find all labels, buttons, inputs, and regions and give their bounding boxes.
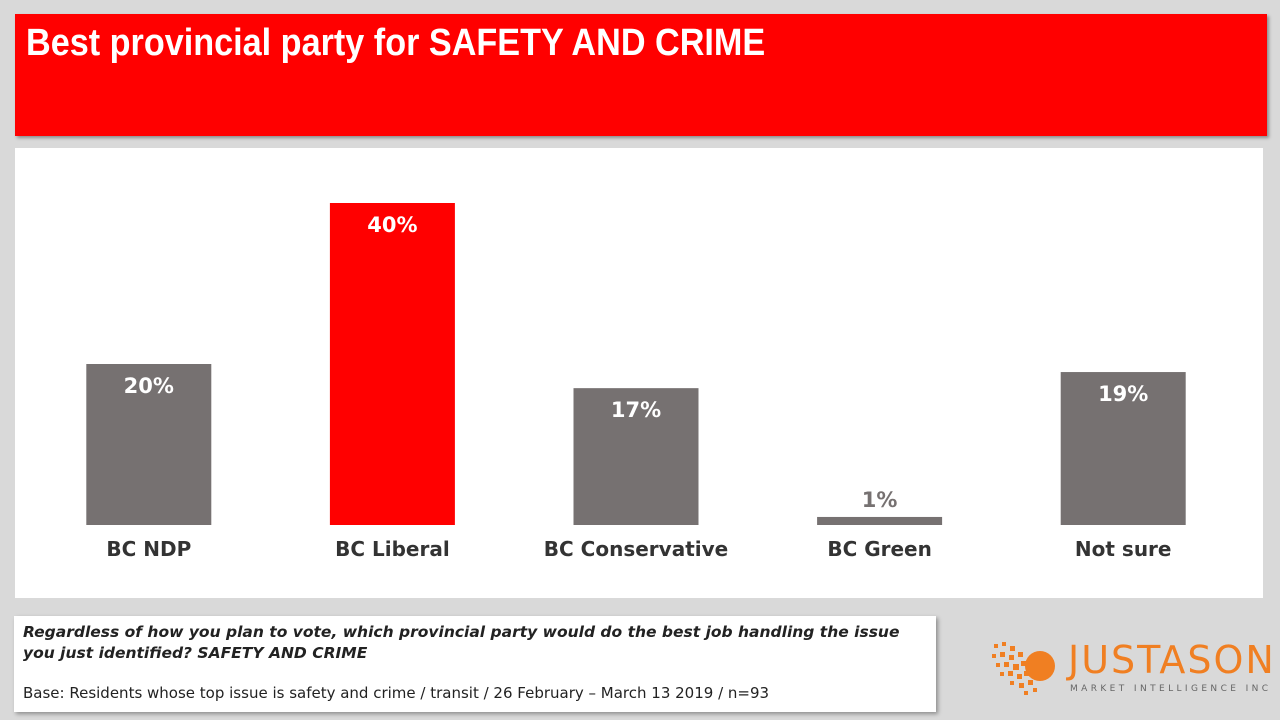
data-label: 1% [862, 488, 898, 512]
data-label: 40% [367, 213, 417, 237]
bar-bc-green [817, 516, 943, 525]
category-label: BC NDP [106, 537, 191, 561]
logo-wordmark: JUSTASON [1068, 638, 1276, 682]
logo-tagline: MARKET INTELLIGENCE INC [1070, 684, 1272, 694]
bar-chart: 20% BC NDP 40% BC Liberal 17% BC Conservative… [86, 203, 1186, 561]
chart-panel: 20% BC NDP 40% BC Liberal 17% BC Conservative… [15, 148, 1263, 598]
bar-bc-liberal [329, 203, 455, 525]
page-title: Best provincial party for SAFETY AND CRI… [26, 22, 766, 64]
category-label: Not sure [1075, 537, 1172, 561]
bar-not-sure [1060, 372, 1186, 525]
bar-bc-ndp [86, 364, 212, 525]
category-label: BC Conservative [544, 537, 728, 561]
base-text: Base: Residents whose top issue is safet… [23, 684, 770, 702]
data-label: 17% [611, 398, 661, 422]
title-banner: Best provincial party for SAFETY AND CRI… [15, 14, 1267, 136]
question-text: Regardless of how you plan to vote, whic… [23, 623, 900, 662]
logo-mark-icon [992, 642, 1055, 695]
bar-bc-conservative [573, 388, 699, 525]
category-label: BC Green [827, 537, 932, 561]
category-label: BC Liberal [335, 537, 450, 561]
data-label: 20% [124, 374, 174, 398]
data-label: 19% [1098, 382, 1148, 406]
company-logo: JUSTASON MARKET INTELLIGENCE INC [988, 638, 1274, 702]
question-box: Regardless of how you plan to vote, whic… [14, 616, 936, 712]
